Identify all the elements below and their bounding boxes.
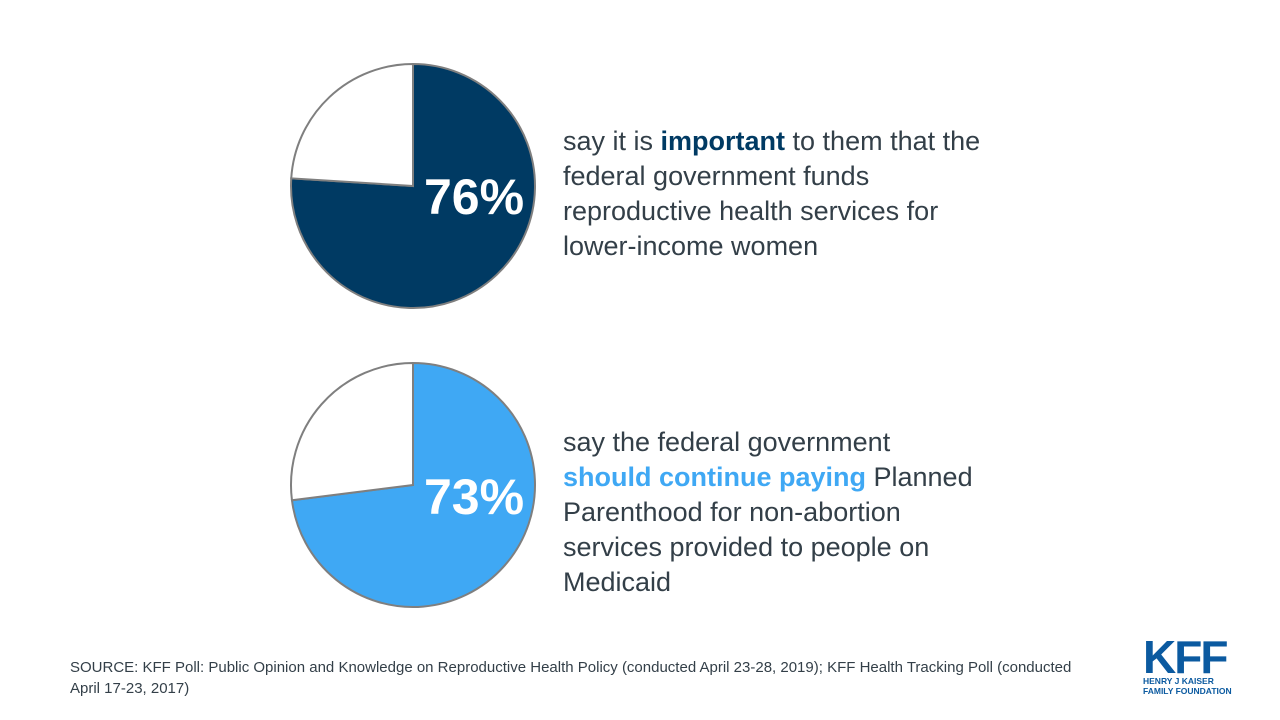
logo-line-2: FAMILY FOUNDATION: [1143, 685, 1232, 696]
statement-2-post: Planned Parenthood for non-abortion serv…: [563, 462, 973, 597]
logo-line-1: HENRY J KAISER: [1143, 676, 1214, 686]
pie-2-percentage-label: 73%: [424, 469, 525, 525]
pie-chart-important: [290, 62, 536, 309]
kff-logo: KFF HENRY J KAISER FAMILY FOUNDATION: [1143, 631, 1235, 697]
logo-mark: KFF: [1143, 631, 1228, 683]
pie-slice-remainder: [290, 361, 414, 502]
statement-continue-paying: say the federal government should contin…: [563, 425, 983, 600]
statement-important: say it is important to them that the fed…: [563, 124, 983, 264]
statement-1-highlight: important: [660, 126, 786, 156]
statement-2-highlight: should continue paying: [563, 462, 866, 492]
pie-1-percentage-label: 76%: [424, 169, 525, 225]
statement-1-pre: say it is: [563, 126, 661, 156]
statement-1-post: to them that the federal government fund…: [563, 126, 981, 261]
source-note: SOURCE: KFF Poll: Public Opinion and Kno…: [70, 659, 1072, 697]
statement-2-pre: say the federal government: [563, 427, 891, 457]
pie-chart-continue-paying: [290, 361, 536, 608]
pie-slice-remainder: [290, 62, 414, 188]
